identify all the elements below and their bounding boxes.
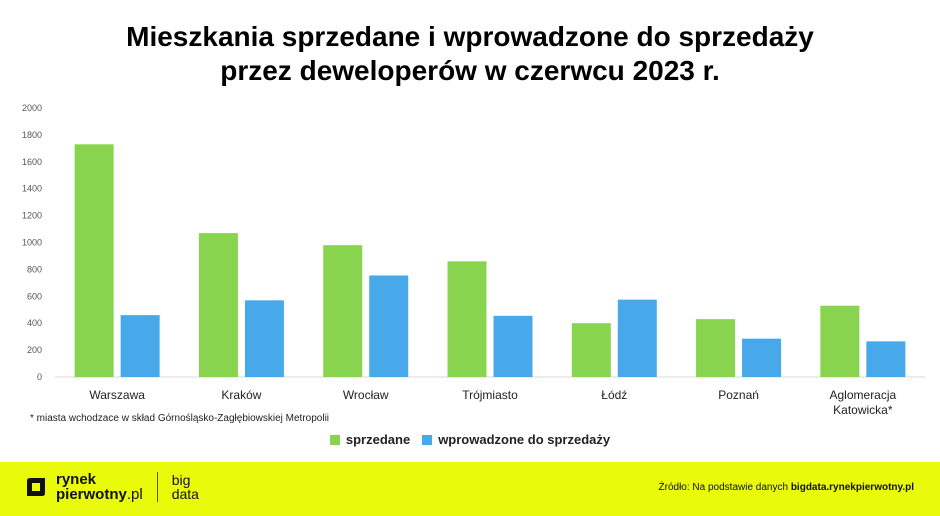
source-link[interactable]: bigdata.rynekpierwotny.pl [790,482,914,493]
brand-sub: big data [172,473,199,501]
legend-label-introduced: wprowadzone do sprzedaży [438,432,611,447]
legend-label-sold: sprzedane [345,432,411,447]
bar-chart: 0 200 400 600 800 1000 1200 1400 1600 1800 2000 War… [22,103,925,417]
bar-sold [323,245,363,377]
brand-separator [156,472,158,502]
y-tick-label: 800 [27,264,42,274]
bar-sold [571,323,611,377]
y-tick-label: 200 [27,345,42,355]
legend-item-introduced: wprowadzone do sprzedaży [422,432,610,447]
bar-sold [820,305,860,377]
legend-swatch-sold [329,434,340,445]
brand-line-2-bold: pierwotny [56,486,127,503]
bar-introduced [617,299,657,377]
x-tick-label: Trójmiasto [462,388,518,402]
x-tick-label: Warszawa [89,388,145,402]
brand-line-2: pierwotny.pl [56,487,143,502]
bar-sold [696,319,736,377]
x-tick-label: Łódź [601,388,627,402]
bar-sold [74,144,114,377]
legend-swatch-introduced [422,434,433,445]
footer-bar: rynek pierwotny.pl big data Źródło: Na p… [0,462,940,516]
chart-title-line-1: Mieszkania sprzedane i wprowadzone do sp… [126,21,814,52]
brand-logo: rynek pierwotny.pl big data [24,472,199,502]
bar-introduced [742,338,782,377]
source-note: Źródło: Na podstawie danych bigdata.ryne… [659,482,914,493]
bar-introduced [120,315,160,377]
x-tick-label: Kraków [221,388,261,402]
y-tick-label: 1200 [22,211,42,221]
bar-introduced [244,300,284,377]
y-tick-label: 400 [27,318,42,328]
bar-sold [198,233,238,377]
brand-sub-line-2: data [171,486,199,502]
source-prefix: Źródło: Na podstawie danych [658,482,789,493]
bar-introduced [493,315,533,377]
rynek-pierwotny-logo-icon [27,478,45,496]
bar-sold [447,261,487,377]
y-tick-label: 1000 [22,238,42,248]
brand-line-1: rynek [56,471,97,488]
y-tick-label: 1800 [22,130,42,140]
chart-title-line-2: przez deweloperów w czerwcu 2023 r. [220,55,720,86]
y-tick-label: 1400 [22,184,42,194]
x-tick-label: Aglomeracja Katowicka* [830,388,897,417]
y-tick-label: 0 [37,372,42,382]
brand-line-2-light: .pl [126,486,143,503]
x-tick-label: Wrocław [343,388,389,402]
bar-introduced [369,275,409,377]
bar-introduced [866,341,906,377]
y-tick-label: 2000 [22,103,42,113]
y-tick-label: 600 [27,291,42,301]
chart-title: Mieszkania sprzedane i wprowadzone do sp… [0,20,940,88]
legend: sprzedane wprowadzone do sprzedaży [0,432,940,447]
y-tick-label: 1600 [22,157,42,167]
footnote: * miasta wchodzace w skład Górnośląsko-Z… [30,413,330,424]
legend-item-sold: sprzedane [329,432,411,447]
brand-name: rynek pierwotny.pl [56,472,143,502]
x-tick-label: Poznań [718,388,759,402]
brand-sub-line-1: big [171,472,191,488]
